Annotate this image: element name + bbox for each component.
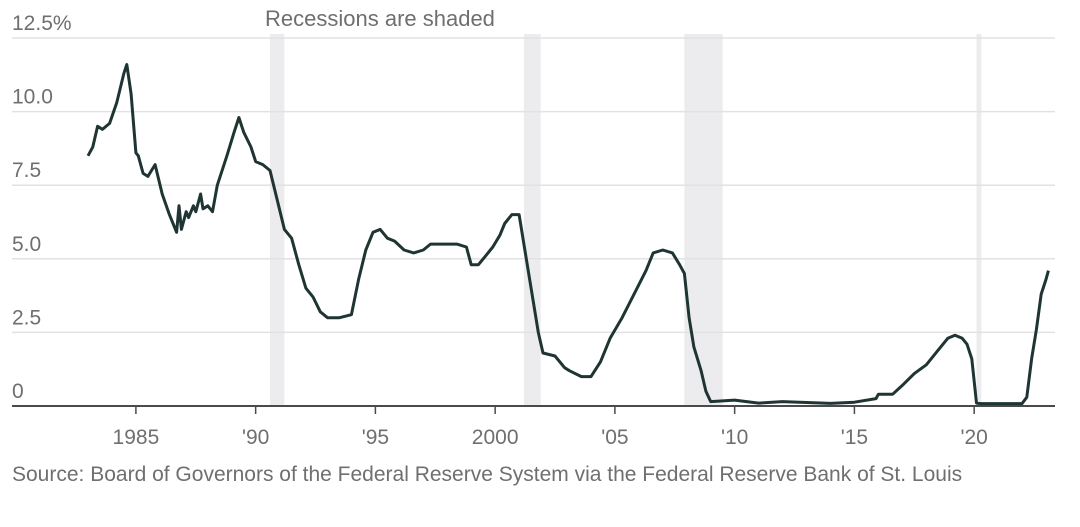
recession-band-2: [523, 34, 541, 406]
gridlines: [12, 37, 1055, 334]
y-axis-ticks: 12.5% 10.0 7.5 5.0 2.5 0: [12, 12, 72, 403]
y-tick-label: 7.5: [12, 159, 41, 182]
recession-band-4: [976, 34, 982, 406]
recession-band-1: [270, 34, 285, 406]
x-tick-label: '90: [242, 426, 269, 449]
x-tick-label: '15: [841, 426, 868, 449]
x-axis-ticks: 1985 '90 '95 2000 '05 '10 '15 '20: [113, 406, 988, 449]
x-tick-label: 2000: [472, 426, 519, 449]
x-tick-label: '95: [362, 426, 389, 449]
rates-chart: 12.5% 10.0 7.5 5.0 2.5 0 1985 '90 '95 2000 '05 '10…: [12, 6, 1055, 449]
recession-annotation: Recessions are shaded: [265, 6, 495, 31]
x-tick-label: 1985: [113, 426, 160, 449]
recession-band-3: [684, 34, 723, 406]
y-tick-label: 0: [12, 380, 24, 403]
source-note: Source: Board of Governors of the Federa…: [12, 463, 963, 486]
recession-bands: [270, 34, 982, 406]
y-tick-label: 5.0: [12, 233, 41, 256]
x-tick-label: '20: [960, 426, 987, 449]
x-tick-label: '10: [721, 426, 748, 449]
y-tick-label: 2.5: [12, 306, 41, 329]
y-tick-label: 12.5%: [12, 12, 72, 35]
x-tick-label: '05: [601, 426, 628, 449]
y-tick-label: 10.0: [12, 86, 53, 109]
series-line: [86, 63, 1050, 406]
